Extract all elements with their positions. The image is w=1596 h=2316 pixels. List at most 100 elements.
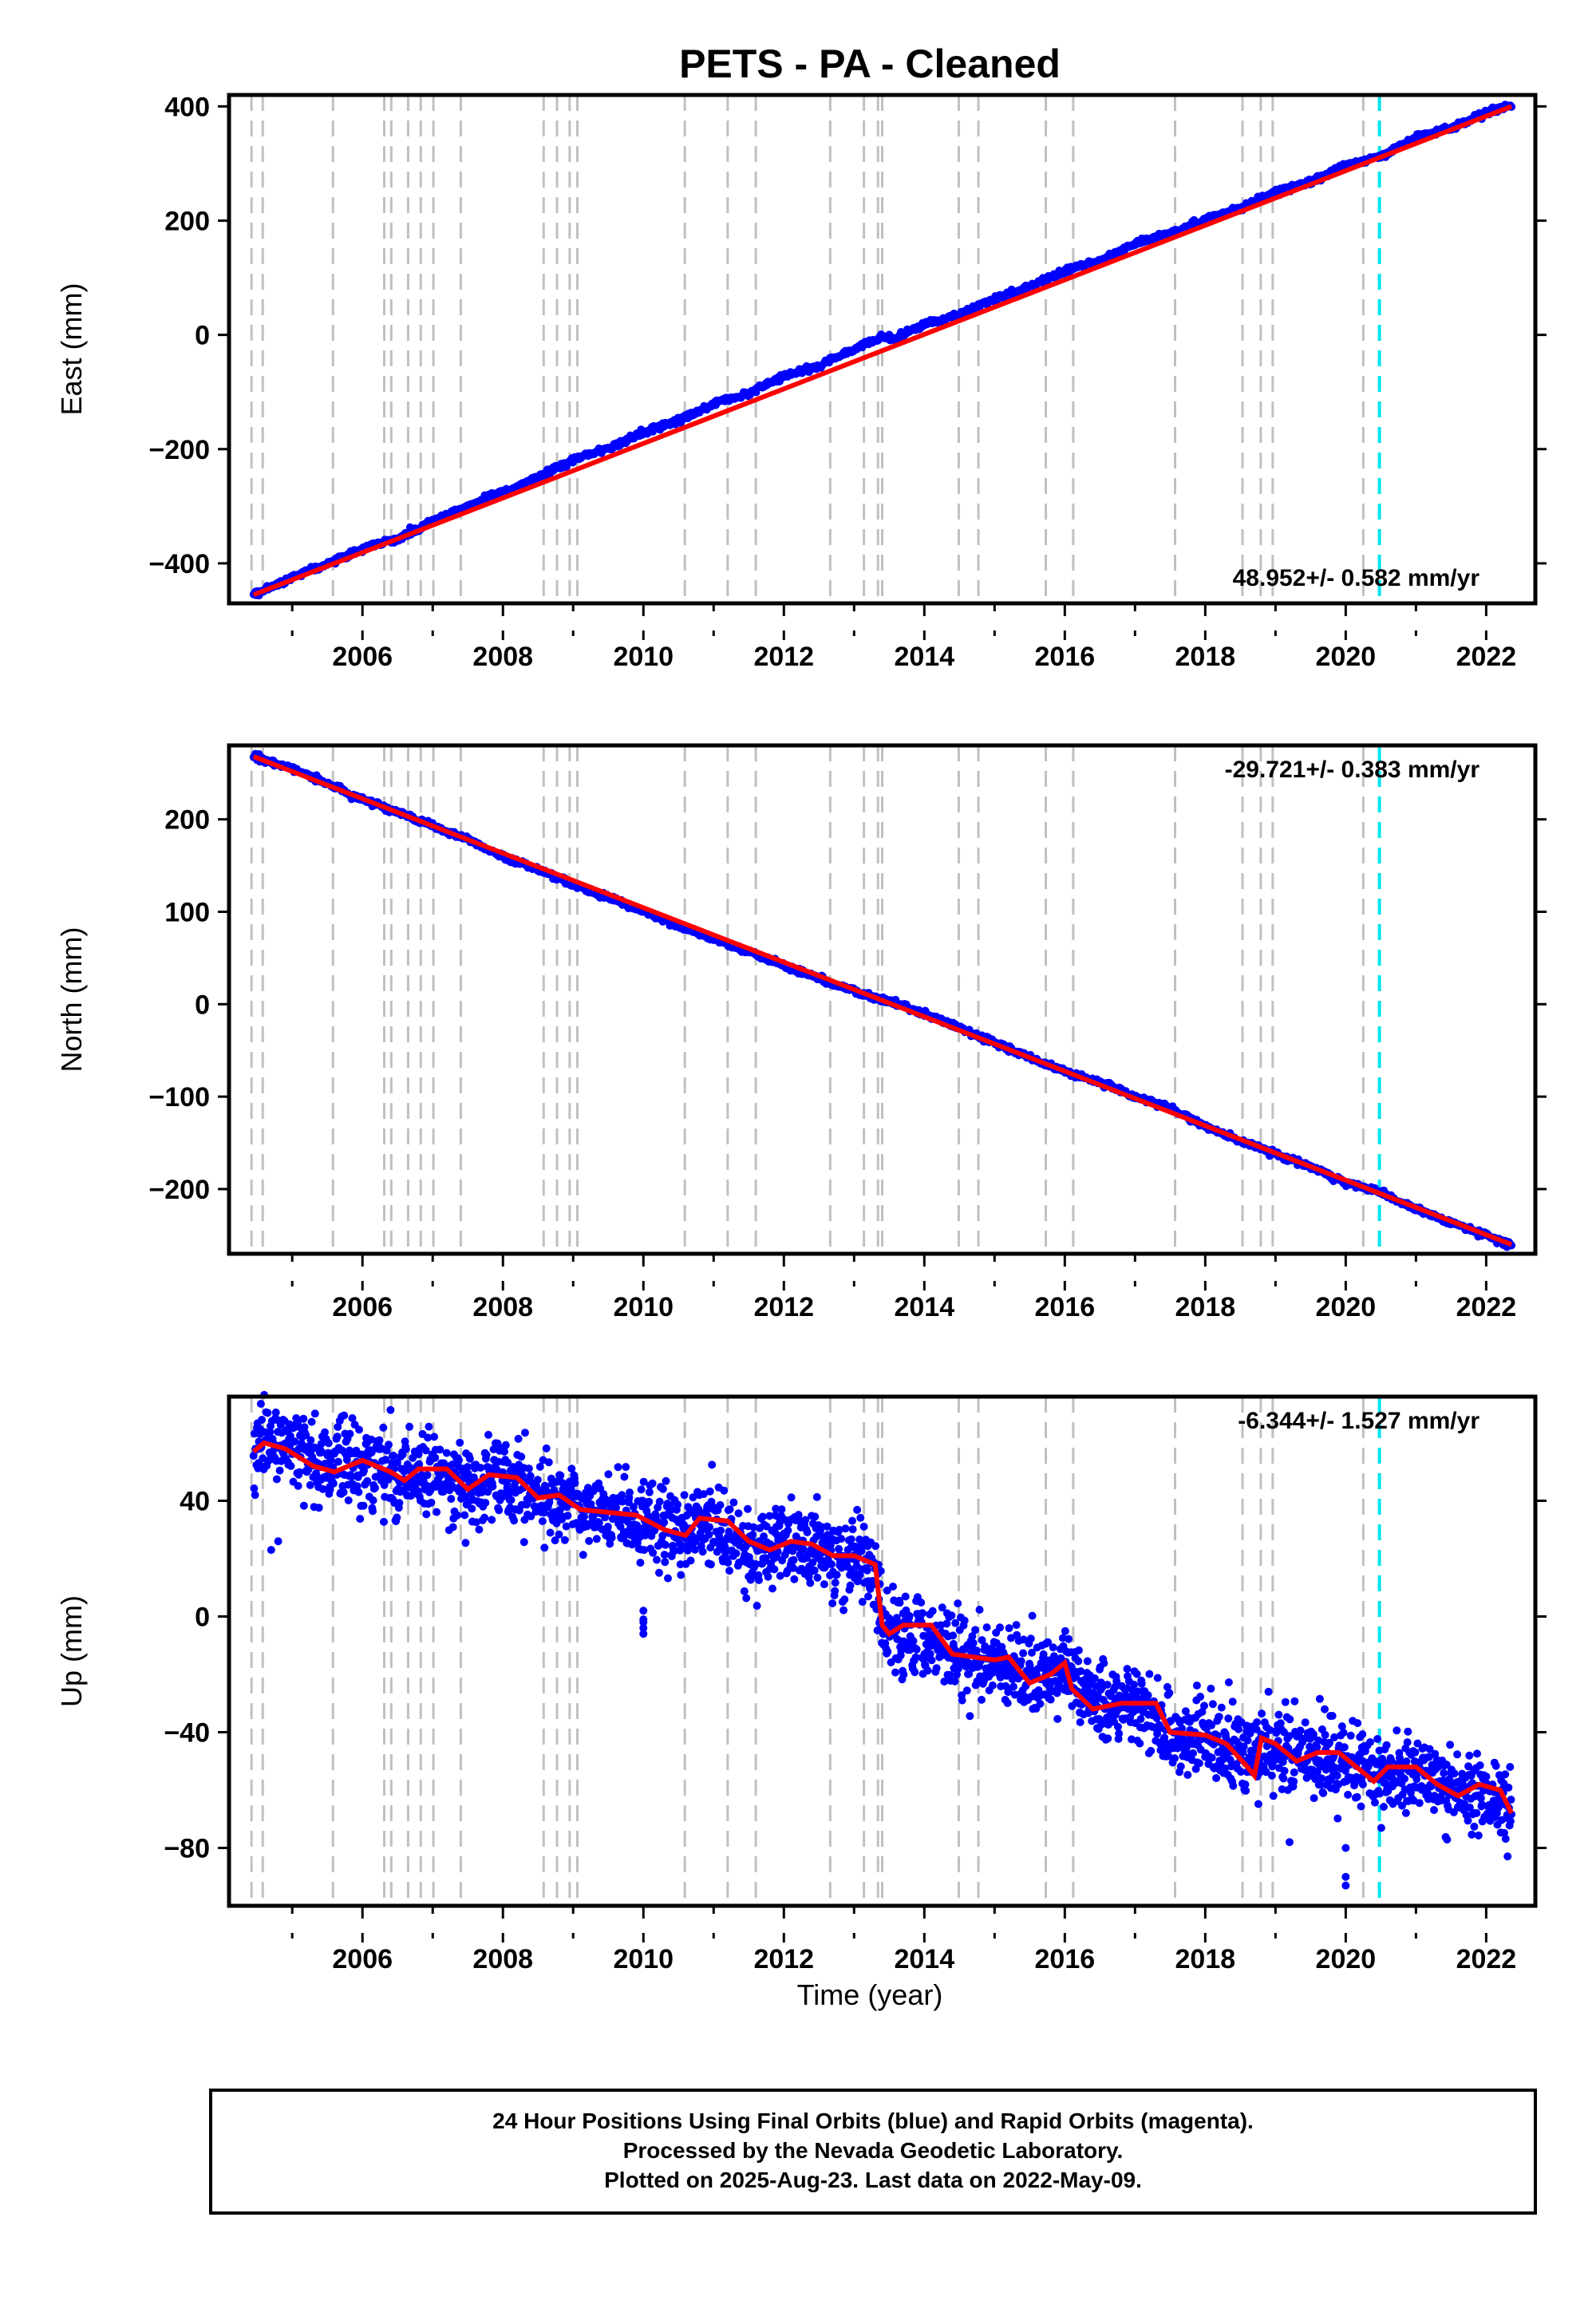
x-tick-label: 2014 [894, 642, 954, 672]
position-point [329, 1479, 338, 1488]
position-point [899, 1670, 908, 1679]
position-point [1144, 1691, 1152, 1700]
position-point [810, 1566, 819, 1575]
position-point [636, 1559, 645, 1567]
position-point [275, 1466, 284, 1475]
position-point [1100, 1659, 1108, 1667]
y-tick-label: 0 [195, 321, 210, 351]
position-point [962, 1686, 971, 1695]
x-tick-label: 2012 [753, 1292, 814, 1322]
y-tick-label: 100 [164, 897, 210, 927]
position-point [811, 1512, 820, 1521]
position-point [1065, 1634, 1073, 1643]
position-point [607, 1533, 616, 1542]
position-point [660, 1551, 669, 1559]
position-point [828, 1599, 837, 1607]
position-point [655, 1568, 663, 1577]
position-point [958, 1696, 966, 1705]
position-point [732, 1549, 741, 1558]
figure-title: PETS - PA - Cleaned [679, 41, 1061, 86]
position-point [1076, 1718, 1084, 1726]
position-point [560, 1535, 569, 1544]
position-point [859, 1522, 868, 1531]
position-point [840, 1595, 849, 1604]
x-tick-label: 2020 [1316, 1292, 1377, 1322]
position-point [720, 1486, 729, 1495]
position-point [847, 1535, 855, 1543]
x-tick-label: 2016 [1035, 642, 1096, 672]
position-point [742, 1594, 751, 1603]
position-point [626, 1488, 634, 1497]
position-point [517, 1452, 526, 1461]
position-point [453, 1511, 462, 1520]
position-point [966, 1712, 974, 1721]
position-point [555, 1530, 563, 1539]
position-point [306, 1436, 315, 1445]
position-point [1046, 1695, 1055, 1704]
position-point [758, 1512, 767, 1521]
y-tick-label: −100 [148, 1082, 210, 1113]
y-tick-label: 400 [164, 92, 210, 122]
position-point [359, 1501, 368, 1510]
position-point [911, 1668, 919, 1677]
position-point [465, 1454, 474, 1463]
position-point [1003, 1699, 1012, 1707]
position-point [972, 1646, 981, 1655]
position-point [340, 1411, 349, 1420]
position-point [306, 1480, 314, 1489]
position-point [1165, 1689, 1174, 1697]
position-point [996, 1623, 1004, 1632]
position-point [674, 1500, 682, 1509]
x-tick-label: 2006 [332, 642, 393, 672]
position-point [321, 1428, 329, 1437]
position-point [871, 1542, 880, 1551]
x-tick-label: 2014 [894, 1292, 954, 1322]
position-point [324, 1439, 333, 1448]
position-point [425, 1422, 433, 1431]
position-point [1083, 1657, 1092, 1666]
position-point [768, 1584, 776, 1593]
position-point [928, 1607, 937, 1615]
position-point [1196, 1693, 1205, 1701]
position-point [295, 1468, 304, 1476]
position-point [975, 1606, 984, 1614]
position-point [734, 1509, 743, 1518]
x-tick-label: 2022 [1456, 642, 1517, 672]
position-point [1061, 1626, 1069, 1635]
position-point [579, 1551, 587, 1559]
position-point [1019, 1649, 1028, 1658]
x-tick-label: 2006 [332, 1292, 393, 1322]
position-point [909, 1637, 918, 1646]
position-point [544, 1458, 553, 1467]
position-point [705, 1487, 714, 1496]
position-point [431, 1453, 440, 1462]
position-point [334, 1457, 342, 1466]
position-point [379, 1423, 388, 1432]
x-tick-label: 2022 [1456, 1292, 1517, 1322]
position-point [1036, 1699, 1045, 1708]
position-point [661, 1558, 670, 1567]
position-point [448, 1523, 457, 1531]
position-point [1017, 1657, 1025, 1666]
position-point [1123, 1665, 1132, 1674]
x-tick-label: 2010 [613, 642, 674, 672]
position-point [1028, 1611, 1037, 1620]
y-tick-label: 200 [164, 805, 210, 836]
position-point [653, 1555, 661, 1564]
position-point [901, 1592, 910, 1601]
position-point [339, 1488, 348, 1496]
position-point [299, 1501, 308, 1510]
position-point [950, 1677, 959, 1686]
position-point [604, 1470, 613, 1479]
position-point [1195, 1759, 1203, 1768]
position-point [686, 1556, 695, 1565]
position-point [841, 1524, 850, 1533]
x-tick-label: 2018 [1175, 1292, 1236, 1322]
position-point [978, 1695, 986, 1704]
position-point [476, 1464, 485, 1472]
position-point [484, 1430, 492, 1439]
x-tick-label: 2018 [1175, 642, 1236, 672]
